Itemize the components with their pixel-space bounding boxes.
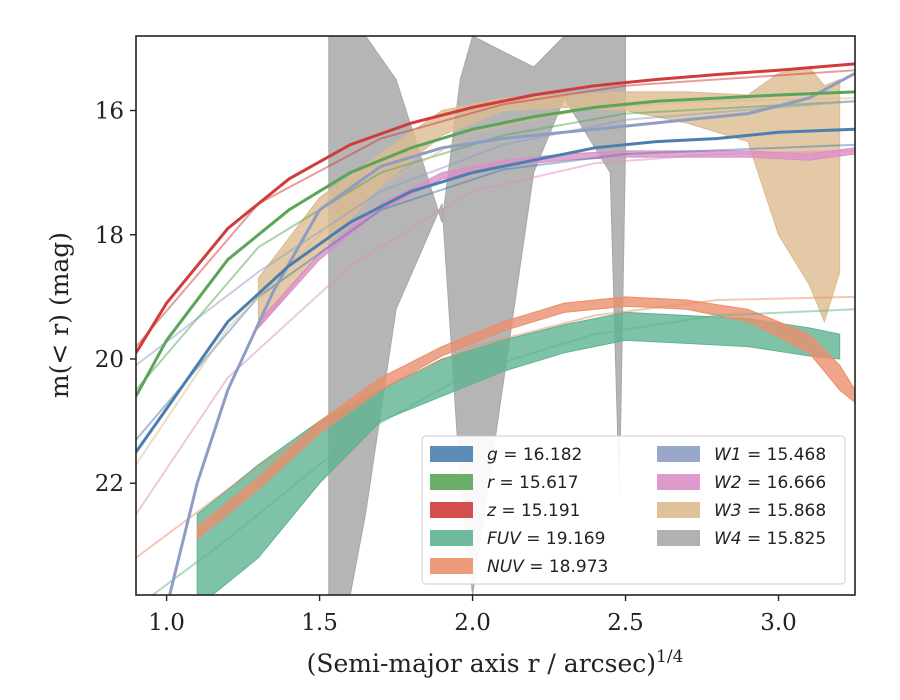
x-axis-label-superscript: 1/4 <box>656 647 683 667</box>
y-tick-label: 20 <box>95 347 124 373</box>
plot-frame <box>135 35 856 596</box>
legend-swatch-r <box>430 474 473 490</box>
band-w4 <box>328 36 626 595</box>
legend-swatch-z <box>430 502 473 518</box>
x-axis-label: (Semi-major axis r / arcsec)1/4 <box>307 647 684 678</box>
legend-swatch-nuv <box>430 558 473 574</box>
legend-swatch-w2 <box>657 474 700 490</box>
model-line-nuv <box>136 295 855 559</box>
profile-line-w1 <box>168 71 855 595</box>
legend-swatch-g <box>430 446 473 462</box>
x-axis: 1.0 1.5 2.0 2.5 3.0 <box>148 595 797 636</box>
model-line-layer <box>136 69 855 595</box>
model-line-g <box>136 143 855 441</box>
legend-swatch-w4 <box>657 530 700 546</box>
y-tick-label: 16 <box>95 99 124 125</box>
x-tick-label: 2.0 <box>454 610 491 636</box>
legend-label-g: g = 16.182 <box>487 445 582 465</box>
x-tick-label: 3.0 <box>760 610 797 636</box>
model-line-w3 <box>136 97 855 466</box>
band-fuv <box>196 311 841 595</box>
legend-label-z: z = 15.191 <box>486 501 580 521</box>
legend-label-nuv: NUV = 18.973 <box>487 557 608 577</box>
legend-swatch-fuv <box>430 530 473 546</box>
legend: g = 16.182 r = 15.617 z = 15.191 FUV = 19.1… <box>421 435 846 585</box>
legend-label-w2: W2 = 16.666 <box>714 473 826 493</box>
legend-label-w3: W3 = 15.868 <box>714 501 826 521</box>
y-axis-label: m(< r) (mag) <box>45 232 74 398</box>
x-tick-label: 1.5 <box>301 610 338 636</box>
profile-line-z <box>136 62 855 354</box>
x-tick-label: 1.0 <box>148 610 185 636</box>
model-line-fuv <box>150 308 855 595</box>
legend-swatch-w1 <box>657 446 700 462</box>
y-tick-label: 22 <box>95 471 124 497</box>
legend-label-w1: W1 = 15.468 <box>714 445 826 465</box>
model-line-r <box>136 100 855 391</box>
legend-label-fuv: FUV = 19.169 <box>487 529 605 549</box>
profile-line-r <box>136 90 855 397</box>
legend-label-w4: W4 = 15.825 <box>714 529 826 549</box>
legend-box <box>421 435 846 585</box>
legend-label-r: r = 15.617 <box>487 473 579 493</box>
model-line-w1 <box>136 100 855 366</box>
profile-line-layer <box>136 62 855 595</box>
legend-swatch-w3 <box>657 502 700 518</box>
x-tick-label: 2.5 <box>607 610 644 636</box>
y-tick-label: 18 <box>95 223 124 249</box>
model-line-z <box>136 69 855 348</box>
model-line-w2 <box>136 149 855 515</box>
y-axis: 16 18 20 22 <box>95 99 136 497</box>
profile-line-g <box>136 127 855 453</box>
